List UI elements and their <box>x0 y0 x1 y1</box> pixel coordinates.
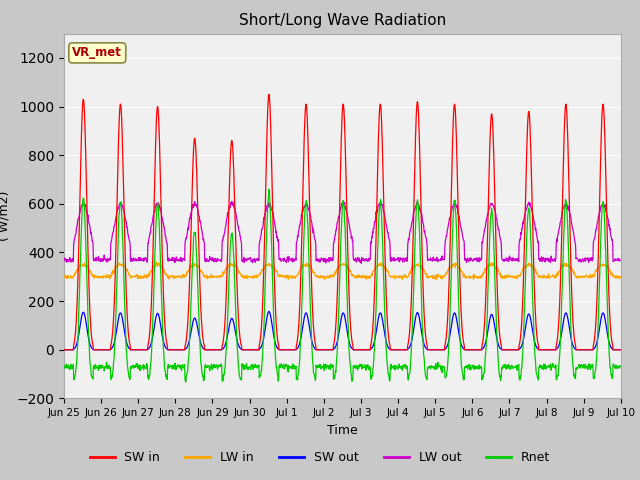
Title: Short/Long Wave Radiation: Short/Long Wave Radiation <box>239 13 446 28</box>
Legend: SW in, LW in, SW out, LW out, Rnet: SW in, LW in, SW out, LW out, Rnet <box>84 446 556 469</box>
Y-axis label: ( W/m2): ( W/m2) <box>0 191 11 241</box>
X-axis label: Time: Time <box>327 424 358 437</box>
Text: VR_met: VR_met <box>72 47 122 60</box>
